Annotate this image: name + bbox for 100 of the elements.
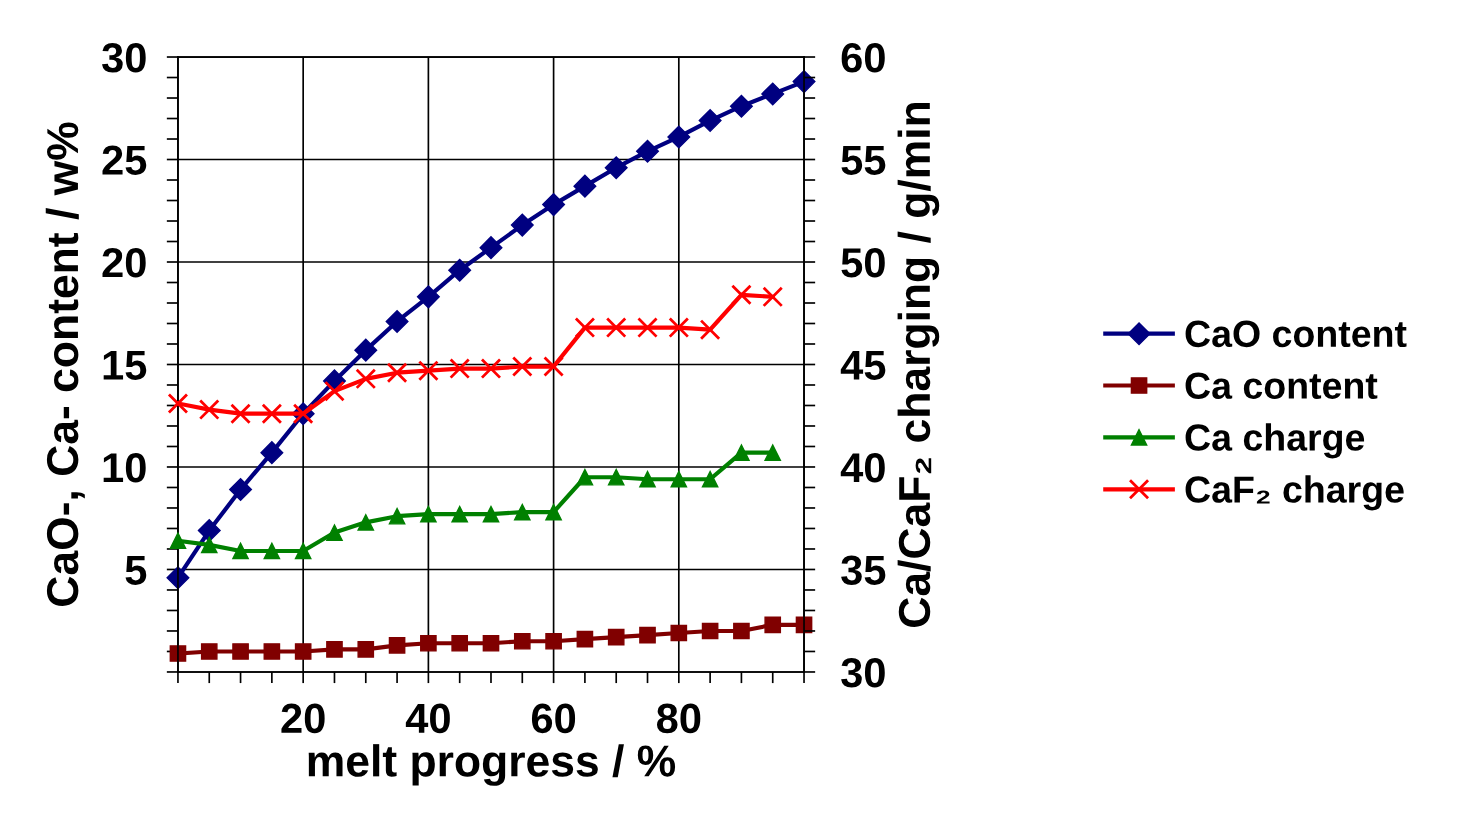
legend-label: Ca content (1185, 372, 1378, 399)
point (482, 505, 500, 523)
x-tick-label: 40 (405, 703, 450, 734)
point (733, 622, 750, 640)
point (574, 317, 596, 339)
y-tick-label: 30 (102, 43, 146, 73)
x-tick-label: 80 (656, 703, 701, 734)
point (701, 470, 719, 488)
point (670, 470, 688, 488)
point (200, 643, 218, 660)
point (699, 319, 721, 341)
point (668, 317, 690, 339)
point (388, 636, 406, 654)
point (513, 503, 531, 521)
y-tick-label: 10 (103, 452, 146, 483)
legend-label: CaO content (1185, 320, 1407, 348)
y2-axis-title: Ca/CaF₂ charging / g/min (897, 103, 940, 627)
point (354, 338, 378, 362)
point (510, 213, 534, 237)
point (637, 317, 658, 339)
point (729, 94, 753, 118)
point (416, 285, 440, 309)
point (482, 634, 500, 652)
point (294, 643, 312, 660)
point (607, 628, 625, 646)
point (420, 634, 437, 652)
x-tick-label: 60 (531, 703, 576, 734)
point (420, 505, 437, 523)
x-axis-title: melt progress / % (308, 744, 676, 786)
point (604, 156, 628, 180)
point (733, 444, 750, 461)
point (169, 532, 187, 550)
point (357, 641, 375, 658)
y-tick-label: 20 (102, 248, 146, 278)
point (764, 444, 782, 461)
point (480, 358, 502, 380)
point (545, 632, 562, 650)
point (386, 362, 408, 384)
y2-tick-label: 50 (841, 248, 885, 278)
y2-tick-label: 60 (841, 43, 885, 73)
point (701, 622, 719, 640)
point (230, 403, 251, 425)
point (731, 284, 752, 306)
y2-tick-label: 55 (841, 145, 886, 176)
point (479, 236, 503, 260)
point (449, 358, 471, 380)
point (576, 468, 594, 486)
point (670, 624, 688, 642)
y-tick-label: 5 (125, 555, 147, 585)
point (543, 356, 565, 377)
point (639, 626, 656, 644)
point (448, 258, 472, 282)
point (639, 470, 656, 488)
point (605, 317, 627, 339)
point (607, 468, 625, 486)
point (263, 643, 281, 660)
y2-tick-label: 40 (840, 452, 885, 483)
point (511, 356, 533, 377)
point (762, 286, 784, 308)
point (357, 513, 375, 531)
legend-label: CaF₂ charge (1185, 475, 1404, 511)
point (229, 478, 253, 502)
y2-tick-label: 30 (841, 657, 885, 688)
point (260, 441, 284, 465)
point (294, 542, 312, 560)
point (636, 139, 660, 163)
point (326, 524, 343, 541)
point (451, 634, 469, 652)
point (667, 125, 691, 149)
y-axis-title: CaO-, Ca- content / w% (45, 122, 85, 606)
y2-tick-label: 45 (840, 350, 886, 380)
point (385, 309, 409, 333)
point (197, 519, 221, 543)
point (576, 630, 594, 648)
point (698, 109, 722, 133)
point (542, 193, 566, 217)
point (417, 360, 439, 382)
point (513, 632, 531, 650)
point (326, 641, 343, 658)
point (355, 368, 377, 390)
y-tick-label: 25 (102, 145, 147, 176)
point (200, 536, 218, 554)
point (263, 542, 281, 560)
y-tick-label: 15 (103, 350, 147, 380)
point (166, 566, 190, 590)
point (451, 505, 469, 523)
point (167, 393, 189, 414)
point (232, 643, 249, 660)
point (232, 542, 249, 560)
point (764, 616, 782, 634)
point (198, 399, 220, 421)
point (761, 82, 785, 106)
point (324, 380, 345, 402)
legend-label: Ca charge (1185, 423, 1365, 459)
point (573, 174, 597, 198)
y2-tick-label: 35 (841, 555, 886, 586)
point (261, 403, 283, 425)
x-tick-label: 20 (281, 703, 325, 734)
point (388, 507, 406, 525)
point (545, 503, 562, 521)
